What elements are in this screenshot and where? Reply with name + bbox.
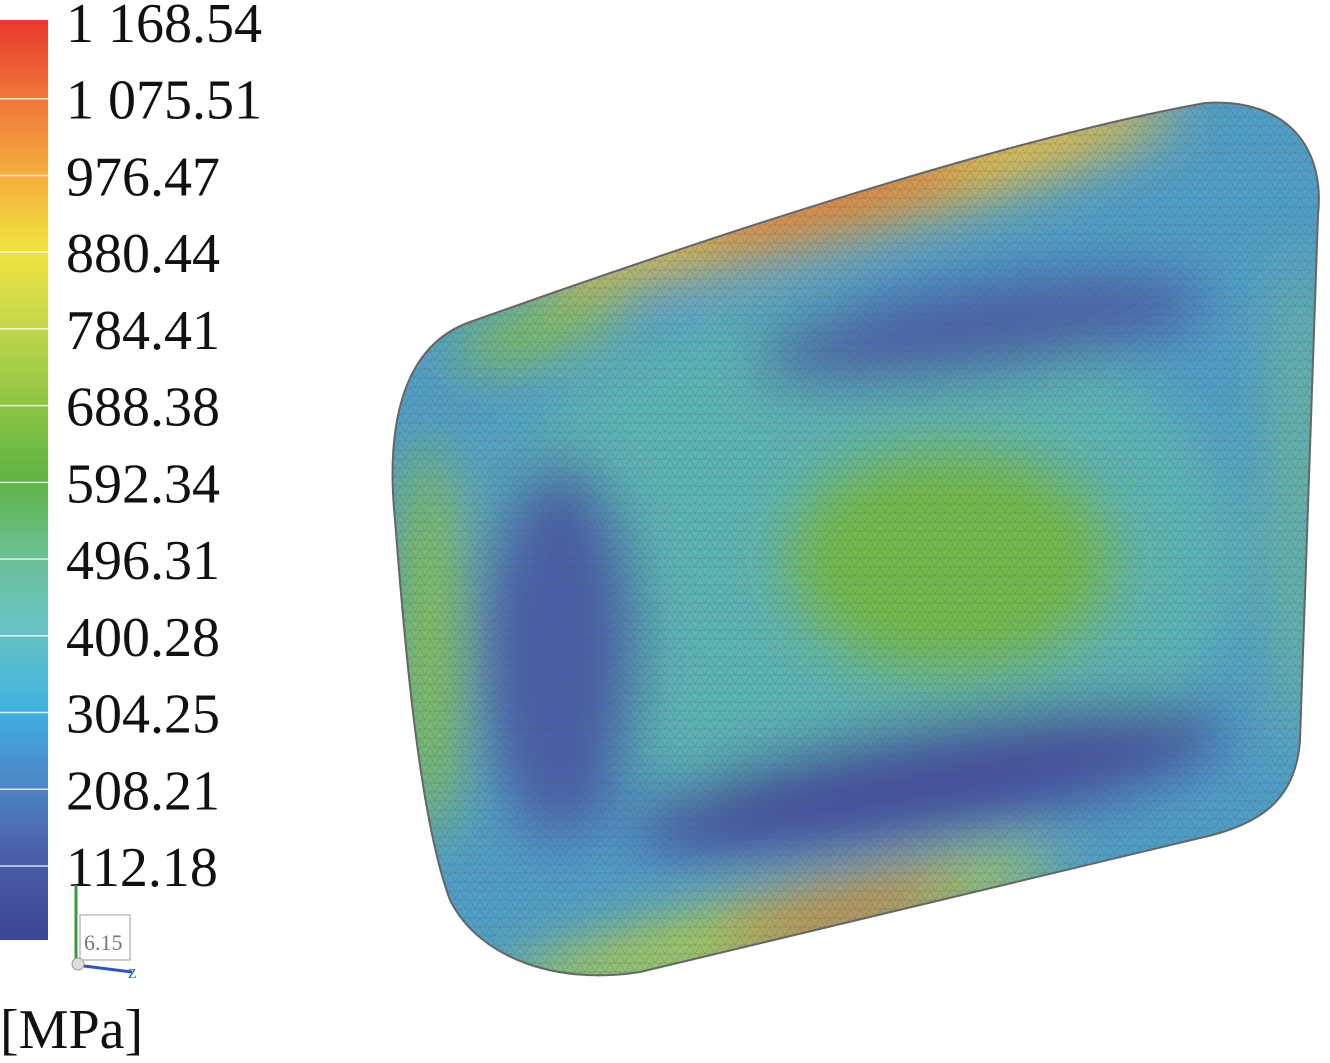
legend: 1 168.54 1 075.51 976.47 880.44 784.41 688.38… xyxy=(0,0,262,899)
legend-label: 400.28 xyxy=(66,607,220,669)
model xyxy=(392,102,1319,976)
legend-label: 304.25 xyxy=(66,684,220,746)
legend-label: 208.21 xyxy=(66,760,220,822)
triad-label: 6.15 xyxy=(84,930,123,955)
color-bar xyxy=(0,20,48,940)
legend-label: 688.38 xyxy=(66,377,220,439)
unit-label: [MPa] xyxy=(0,999,143,1058)
legend-label: 880.44 xyxy=(66,223,220,285)
legend-label: 1 168.54 xyxy=(66,0,262,55)
triad: 6.15 Z xyxy=(71,885,137,982)
legend-label: 1 075.51 xyxy=(66,70,262,132)
legend-label: 592.34 xyxy=(66,453,220,515)
triad-axis: Z xyxy=(128,967,137,982)
legend-label: 112.18 xyxy=(66,837,218,899)
legend-label: 784.41 xyxy=(66,300,220,362)
legend-label: 976.47 xyxy=(66,146,220,208)
legend-label: 496.31 xyxy=(66,530,220,592)
